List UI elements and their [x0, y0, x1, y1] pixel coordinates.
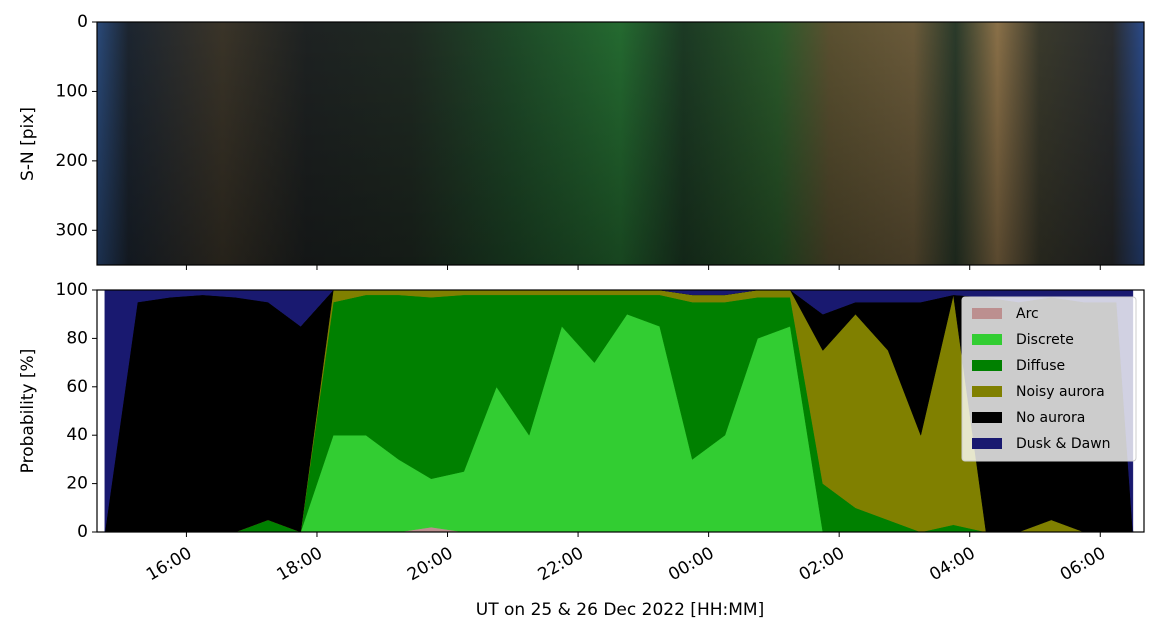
x-tick-label: 18:00	[274, 543, 326, 585]
legend-swatch	[972, 412, 1002, 423]
legend-swatch	[972, 360, 1002, 371]
y-tick-label: 0	[77, 522, 88, 542]
legend-label: Noisy aurora	[1016, 384, 1105, 400]
y-tick-label: 300	[56, 220, 88, 240]
legend-label: No aurora	[1016, 410, 1085, 426]
x-tick-label: 02:00	[796, 543, 848, 585]
x-tick-label: 20:00	[404, 543, 456, 585]
axes-frame	[96, 289, 1145, 533]
legend-swatch	[972, 334, 1002, 345]
x-tick-label: 22:00	[535, 543, 587, 585]
x-tick-label: 04:00	[926, 543, 978, 585]
legend-label: Diffuse	[1016, 358, 1065, 374]
y-tick-label: 200	[56, 151, 88, 171]
legend-swatch	[972, 386, 1002, 397]
keogram-shade	[97, 22, 1144, 265]
legend-label: Arc	[1016, 306, 1039, 322]
x-tick-label: 16:00	[143, 543, 195, 585]
axes-frame	[96, 21, 1145, 266]
x-tick-label: 00:00	[665, 543, 717, 585]
y-axis-label: S-N [pix]	[18, 107, 38, 181]
y-tick-label: 0	[77, 12, 88, 32]
y-tick-label: 100	[56, 280, 88, 300]
y-tick-label: 20	[66, 474, 88, 494]
x-axis-label: UT on 25 & 26 Dec 2022 [HH:MM]	[476, 600, 764, 620]
y-axis-label: Probability [%]	[18, 349, 38, 474]
legend-swatch	[972, 308, 1002, 319]
y-tick-label: 100	[56, 81, 88, 101]
legend-swatch	[972, 438, 1002, 449]
x-tick-label: 06:00	[1057, 543, 1109, 585]
y-tick-label: 80	[66, 328, 88, 348]
legend-label: Dusk & Dawn	[1016, 436, 1111, 452]
y-tick-label: 40	[66, 425, 88, 445]
y-tick-label: 60	[66, 377, 88, 397]
legend-label: Discrete	[1016, 332, 1074, 348]
legend-box	[961, 296, 1137, 462]
